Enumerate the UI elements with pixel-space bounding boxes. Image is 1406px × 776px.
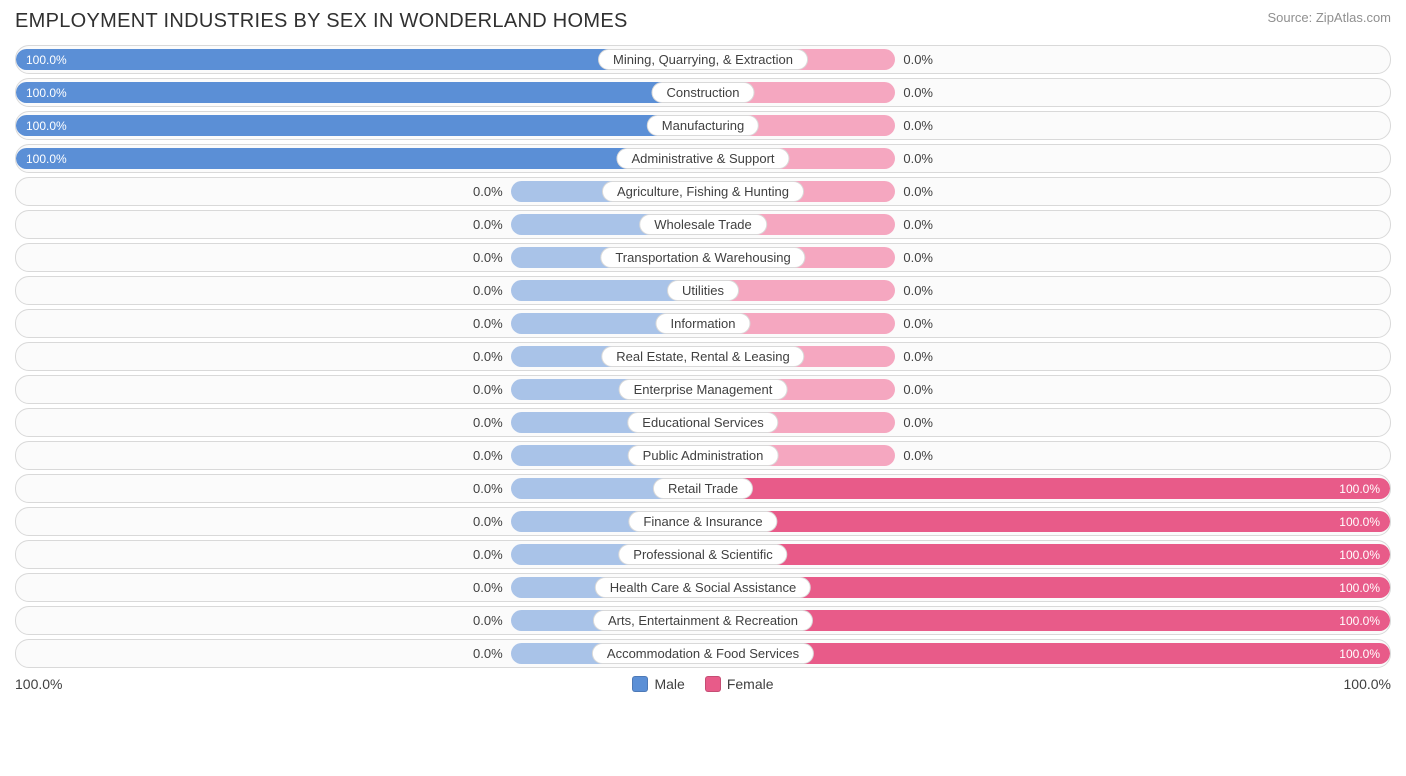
male-pct-label: 0.0% (473, 376, 503, 403)
chart-row: 0.0% 0.0% Agriculture, Fishing & Hunting (15, 177, 1391, 206)
female-pct-label: 0.0% (903, 145, 933, 172)
row-category-label: Information (655, 313, 750, 334)
chart-title: EMPLOYMENT INDUSTRIES BY SEX IN WONDERLA… (15, 10, 628, 33)
female-pct-label: 0.0% (903, 310, 933, 337)
chart-row: 100.0% 0.0% Administrative & Support (15, 144, 1391, 173)
female-pct-label: 0.0% (903, 277, 933, 304)
male-pct-label: 0.0% (473, 211, 503, 238)
female-pct-label: 0.0% (903, 112, 933, 139)
row-category-label: Agriculture, Fishing & Hunting (602, 181, 804, 202)
female-pct-label: 100.0% (1339, 508, 1380, 535)
chart-footer: 100.0% Male Female 100.0% (15, 676, 1391, 692)
male-pct-label: 100.0% (26, 79, 67, 106)
row-category-label: Public Administration (628, 445, 779, 466)
chart-row: 0.0% 100.0% Retail Trade (15, 474, 1391, 503)
male-pct-label: 100.0% (26, 46, 67, 73)
chart-header: EMPLOYMENT INDUSTRIES BY SEX IN WONDERLA… (15, 10, 1391, 33)
legend-item-female: Female (705, 676, 774, 692)
row-category-label: Utilities (667, 280, 739, 301)
male-pct-label: 100.0% (26, 112, 67, 139)
male-pct-label: 0.0% (473, 607, 503, 634)
chart-row: 0.0% 0.0% Enterprise Management (15, 375, 1391, 404)
row-category-label: Mining, Quarrying, & Extraction (598, 49, 808, 70)
legend-swatch-male (632, 676, 648, 692)
female-pct-label: 0.0% (903, 178, 933, 205)
male-pct-label: 0.0% (473, 244, 503, 271)
row-category-label: Arts, Entertainment & Recreation (593, 610, 813, 631)
male-pct-label: 0.0% (473, 574, 503, 601)
legend-label-female: Female (727, 676, 774, 692)
row-category-label: Educational Services (627, 412, 778, 433)
female-pct-label: 100.0% (1339, 607, 1380, 634)
male-pct-label: 0.0% (473, 541, 503, 568)
legend-swatch-female (705, 676, 721, 692)
row-category-label: Transportation & Warehousing (600, 247, 805, 268)
female-pct-label: 100.0% (1339, 475, 1380, 502)
chart-row: 0.0% 0.0% Information (15, 309, 1391, 338)
female-pct-label: 0.0% (903, 244, 933, 271)
female-pct-label: 0.0% (903, 376, 933, 403)
chart-row: 0.0% 0.0% Real Estate, Rental & Leasing (15, 342, 1391, 371)
row-category-label: Health Care & Social Assistance (595, 577, 811, 598)
row-category-label: Retail Trade (653, 478, 753, 499)
female-pct-label: 0.0% (903, 46, 933, 73)
male-pct-label: 0.0% (473, 442, 503, 469)
chart-row: 0.0% 100.0% Accommodation & Food Services (15, 639, 1391, 668)
row-category-label: Wholesale Trade (639, 214, 767, 235)
chart-row: 0.0% 100.0% Arts, Entertainment & Recreati… (15, 606, 1391, 635)
male-pct-label: 0.0% (473, 475, 503, 502)
chart-row: 100.0% 0.0% Manufacturing (15, 111, 1391, 140)
female-pct-label: 100.0% (1339, 574, 1380, 601)
male-pct-label: 0.0% (473, 277, 503, 304)
female-pct-label: 100.0% (1339, 541, 1380, 568)
legend-item-male: Male (632, 676, 684, 692)
row-category-label: Real Estate, Rental & Leasing (601, 346, 804, 367)
row-category-label: Finance & Insurance (628, 511, 777, 532)
female-pct-label: 0.0% (903, 79, 933, 106)
female-pct-label: 100.0% (1339, 640, 1380, 667)
legend: Male Female (632, 676, 773, 692)
row-category-label: Accommodation & Food Services (592, 643, 814, 664)
chart-row: 0.0% 100.0% Professional & Scientific (15, 540, 1391, 569)
axis-right-label: 100.0% (1344, 676, 1391, 692)
chart-row: 0.0% 0.0% Public Administration (15, 441, 1391, 470)
row-category-label: Manufacturing (647, 115, 759, 136)
female-pct-label: 0.0% (903, 442, 933, 469)
chart-row: 0.0% 0.0% Utilities (15, 276, 1391, 305)
female-pct-label: 0.0% (903, 343, 933, 370)
chart-source: Source: ZipAtlas.com (1267, 10, 1391, 25)
male-pct-label: 0.0% (473, 310, 503, 337)
chart-row: 0.0% 0.0% Educational Services (15, 408, 1391, 437)
chart-row: 100.0% 0.0% Mining, Quarrying, & Extractio… (15, 45, 1391, 74)
chart-row: 0.0% 100.0% Health Care & Social Assistanc… (15, 573, 1391, 602)
legend-label-male: Male (654, 676, 684, 692)
row-category-label: Administrative & Support (616, 148, 789, 169)
row-category-label: Enterprise Management (619, 379, 788, 400)
row-category-label: Construction (652, 82, 755, 103)
axis-left-label: 100.0% (15, 676, 62, 692)
chart-row: 0.0% 100.0% Finance & Insurance (15, 507, 1391, 536)
male-pct-label: 100.0% (26, 145, 67, 172)
male-pct-label: 0.0% (473, 409, 503, 436)
female-pct-label: 0.0% (903, 409, 933, 436)
female-pct-label: 0.0% (903, 211, 933, 238)
row-category-label: Professional & Scientific (618, 544, 787, 565)
male-pct-label: 0.0% (473, 640, 503, 667)
chart-row: 100.0% 0.0% Construction (15, 78, 1391, 107)
chart-row: 0.0% 0.0% Wholesale Trade (15, 210, 1391, 239)
male-pct-label: 0.0% (473, 508, 503, 535)
male-pct-label: 0.0% (473, 343, 503, 370)
male-pct-label: 0.0% (473, 178, 503, 205)
chart-row: 0.0% 0.0% Transportation & Warehousing (15, 243, 1391, 272)
diverging-bar-chart: 100.0% 0.0% Mining, Quarrying, & Extractio… (15, 45, 1391, 668)
